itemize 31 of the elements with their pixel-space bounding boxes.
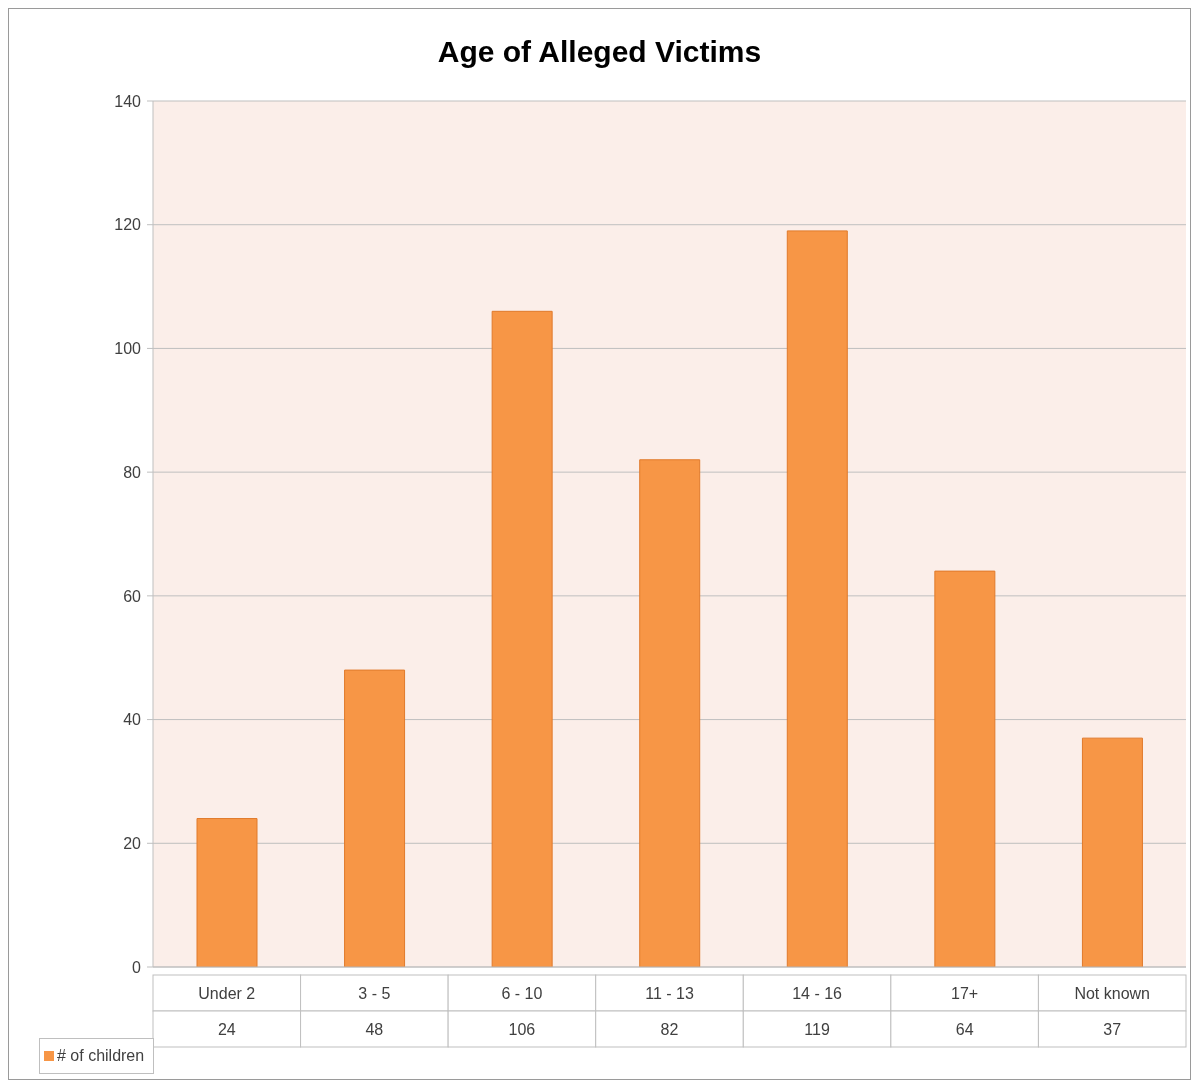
x-tick-label: 3 - 5 [358, 985, 391, 1002]
data-label: 119 [804, 1021, 830, 1038]
chart-title: Age of Alleged Victims [436, 35, 763, 69]
y-tick-label: 0 [132, 958, 142, 976]
bar [344, 669, 406, 967]
x-tick-label: 6 - 10 [501, 985, 543, 1002]
data-label: 82 [660, 1021, 679, 1038]
bar [491, 310, 553, 967]
data-label: 37 [1103, 1021, 1122, 1038]
y-tick-label: 80 [123, 463, 142, 481]
y-tick-label: 100 [114, 340, 142, 358]
bar [934, 570, 996, 967]
data-label: 48 [365, 1021, 384, 1038]
y-tick-label: 20 [123, 834, 142, 852]
y-tick-label: 140 [114, 92, 142, 110]
data-label: 64 [955, 1021, 974, 1038]
bar [196, 818, 258, 967]
x-tick-label: Under 2 [198, 985, 256, 1002]
x-tick-label: Not known [1074, 985, 1151, 1002]
data-label: 24 [217, 1021, 236, 1038]
x-tick-label: 17+ [951, 985, 979, 1002]
data-label: 106 [508, 1021, 536, 1038]
bar [639, 459, 701, 967]
x-tick-label: 14 - 16 [792, 985, 843, 1002]
y-tick-label: 40 [123, 711, 142, 729]
bar [1081, 737, 1143, 967]
x-tick-label: 11 - 13 [645, 985, 694, 1002]
y-tick-label: 60 [123, 587, 142, 605]
legend-label: # of children [56, 1047, 145, 1065]
y-tick-label: 120 [114, 216, 142, 234]
bar [786, 230, 848, 967]
